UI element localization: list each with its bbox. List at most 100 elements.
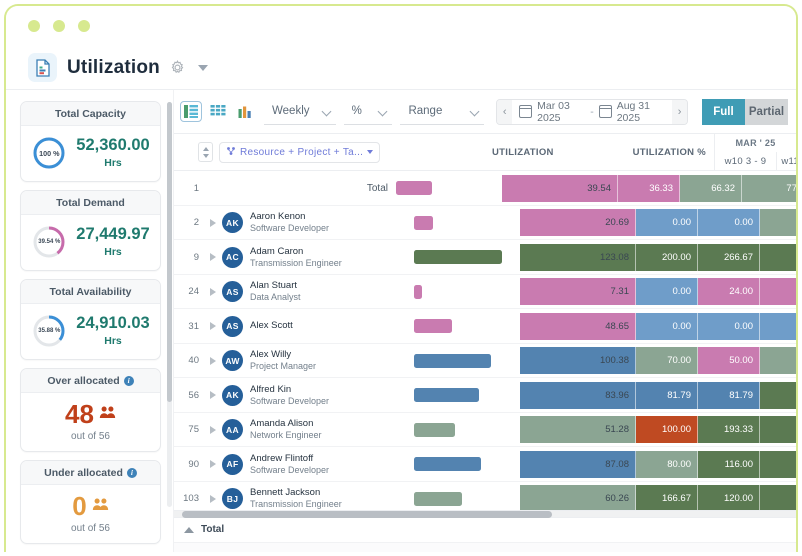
resource-name-cell[interactable]: Andrew Flintoff Software Developer [250, 447, 366, 481]
header-week-w10[interactable]: w10 3 - 9 [714, 152, 776, 171]
week-cell[interactable]: 0.00 [636, 209, 698, 237]
utilization-pct-cell[interactable]: 83.96 [520, 381, 636, 409]
utilization-pct-cell[interactable]: 20.69 [520, 209, 636, 237]
window-dot-2[interactable] [53, 20, 65, 32]
resource-name-cell[interactable]: Alex Scott [250, 309, 366, 343]
date-next-button[interactable]: › [672, 99, 687, 124]
grid-chart-view-icon[interactable] [180, 101, 202, 123]
week-cell[interactable]: 6 [760, 278, 796, 306]
table-row[interactable]: 40 AW Alex Willy Project Manager 100.38 70.00… [174, 344, 796, 379]
week-cell[interactable]: 24.00 [698, 278, 760, 306]
week-cell[interactable]: 66.32 [680, 174, 742, 202]
date-prev-button[interactable]: ‹ [497, 99, 513, 124]
resource-name-cell[interactable]: Adam Caron Transmission Engineer [250, 240, 366, 274]
utilization-pct-cell[interactable]: 48.65 [520, 312, 636, 340]
expand-row-icon[interactable] [204, 206, 222, 240]
week-cell[interactable]: 0.00 [698, 209, 760, 237]
unit-select[interactable]: % [343, 99, 393, 125]
utilization-pct-cell[interactable]: 51.28 [520, 416, 636, 444]
expand-row-icon[interactable] [204, 378, 222, 412]
week-cell[interactable]: 77 [742, 174, 796, 202]
week-cell[interactable]: 166.67 [636, 485, 698, 510]
partial-button[interactable]: Partial [744, 98, 788, 125]
expand-row-icon[interactable] [204, 309, 222, 343]
mode-select[interactable]: Range [400, 99, 485, 125]
expand-row-icon[interactable] [204, 275, 222, 309]
week-cell[interactable]: 0 [760, 312, 796, 340]
week-cell[interactable]: 0.00 [636, 278, 698, 306]
table-row[interactable]: 2 AK Aaron Kenon Software Developer 20.69 0.0… [174, 206, 796, 241]
resource-name-cell[interactable]: Alan Stuart Data Analyst [250, 275, 366, 309]
week-cell[interactable]: 80 [760, 347, 796, 375]
row-height-stepper[interactable] [198, 142, 213, 163]
week-cell[interactable]: 70.00 [636, 347, 698, 375]
table-row[interactable]: 56 AK Alfred Kin Software Developer 83.96 81.… [174, 378, 796, 413]
utilization-bar-cell [414, 482, 520, 510]
expand-row-icon[interactable] [204, 482, 222, 510]
table-row[interactable]: 9 AC Adam Caron Transmission Engineer 123.08… [174, 240, 796, 275]
table-row[interactable]: 24 AS Alan Stuart Data Analyst 7.31 0.00 24.00… [174, 275, 796, 310]
table-row[interactable]: 75 AA Amanda Alison Network Engineer 51.28 10… [174, 413, 796, 448]
week-cell[interactable]: 36.33 [618, 174, 680, 202]
week-cell[interactable]: 180 [760, 450, 796, 478]
table-row[interactable]: 90 AF Andrew Flintoff Software Developer 87.… [174, 447, 796, 482]
expand-row-icon[interactable] [204, 240, 222, 274]
info-icon[interactable]: i [123, 376, 134, 386]
window-dot-1[interactable] [28, 20, 40, 32]
week-cell[interactable]: 50.00 [698, 347, 760, 375]
week-cell[interactable]: 52 [760, 209, 796, 237]
week-cell[interactable]: 81.79 [636, 381, 698, 409]
utilization-pct-cell[interactable]: 123.08 [520, 243, 636, 271]
week-cell[interactable]: 0.00 [698, 312, 760, 340]
week-cell[interactable]: 266.67 [698, 243, 760, 271]
week-cell[interactable]: 163 [760, 485, 796, 510]
card-title: Total Demand [21, 191, 160, 215]
horizontal-scrollbar[interactable] [174, 509, 796, 518]
table-row[interactable]: 103 BJ Bennett Jackson Transmission Enginee… [174, 482, 796, 510]
week-cell[interactable]: 240 [760, 416, 796, 444]
week-cell[interactable]: 0.00 [636, 312, 698, 340]
sidebar-scrollbar[interactable] [167, 102, 172, 507]
date-from-value[interactable]: Mar 03 2025 [537, 99, 570, 124]
utilization-pct-cell[interactable]: 60.26 [520, 485, 636, 510]
utilization-pct-cell[interactable]: 87.08 [520, 450, 636, 478]
horizontal-scroll-thumb[interactable] [182, 510, 552, 518]
week-cell[interactable]: 300 [760, 243, 796, 271]
week-cell[interactable]: 100.00 [636, 416, 698, 444]
week-cell[interactable]: 200.00 [636, 243, 698, 271]
resource-name-cell[interactable]: Amanda Alison Network Engineer [250, 413, 366, 447]
period-select[interactable]: Weekly [264, 99, 336, 125]
bar-chart-view-icon[interactable] [234, 101, 256, 123]
window-dot-3[interactable] [78, 20, 90, 32]
chevron-down-icon[interactable] [197, 64, 208, 71]
week-cell[interactable]: 81.79 [698, 381, 760, 409]
week-cell[interactable]: 193.33 [698, 416, 760, 444]
expand-row-icon[interactable] [204, 413, 222, 447]
week-cell[interactable]: 116.00 [698, 450, 760, 478]
triangle-up-icon[interactable] [184, 526, 194, 533]
utilization-pct-cell[interactable]: 39.54 [502, 174, 618, 202]
resource-name-cell[interactable]: Aaron Kenon Software Developer [250, 206, 366, 240]
table-row[interactable]: 1 Total 39.54 36.33 66.32 77 [174, 171, 796, 206]
expand-row-icon[interactable] [204, 447, 222, 481]
date-to-value[interactable]: Aug 31 2025 [616, 99, 650, 124]
header-week-w11[interactable]: w11 10 - 16 [776, 152, 796, 171]
week-cell[interactable]: 80.00 [636, 450, 698, 478]
resource-name-cell[interactable]: Alex Willy Project Manager [250, 344, 366, 378]
table-grid-view-icon[interactable] [207, 101, 229, 123]
week-cell[interactable]: 101 [760, 381, 796, 409]
resource-name-cell[interactable]: Alfred Kin Software Developer [250, 378, 366, 412]
header-utilization-pct[interactable]: UTILIZATION % [632, 146, 706, 158]
gear-icon[interactable] [170, 60, 185, 75]
info-icon[interactable]: i [126, 468, 137, 478]
row-number: 2 [193, 217, 199, 229]
utilization-pct-cell[interactable]: 7.31 [520, 278, 636, 306]
full-button[interactable]: Full [701, 98, 745, 125]
resource-name-cell[interactable]: Bennett Jackson Transmission Engineer [250, 482, 366, 510]
group-by-select[interactable]: Resource + Project + Ta... [219, 141, 381, 163]
expand-row-icon[interactable] [204, 344, 222, 378]
week-cell[interactable]: 120.00 [698, 485, 760, 510]
utilization-pct-cell[interactable]: 100.38 [520, 347, 636, 375]
header-utilization[interactable]: UTILIZATION [492, 146, 554, 158]
